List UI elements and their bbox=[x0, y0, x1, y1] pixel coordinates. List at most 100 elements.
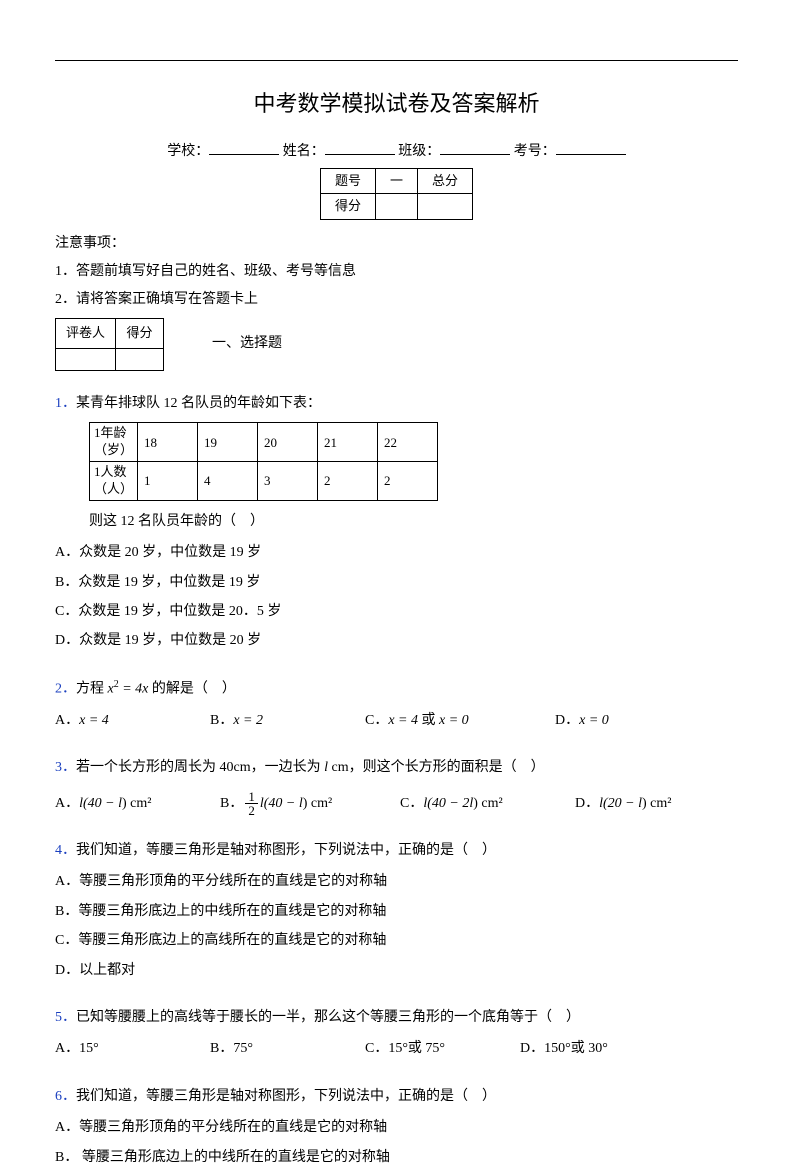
q2-number: 2． bbox=[55, 682, 76, 697]
q4-stem: 我们知道，等腰三角形是轴对称图形，下列说法中，正确的是（ ） bbox=[76, 843, 496, 858]
q2-c-a: x = 4 bbox=[388, 713, 418, 728]
school-label: 学校： bbox=[167, 144, 209, 159]
q3-b-p2: ) cm² bbox=[303, 796, 332, 811]
school-blank[interactable] bbox=[209, 139, 279, 155]
q1-t-r1c4: 20 bbox=[258, 423, 318, 462]
q3-c-p2: ) cm² bbox=[473, 796, 502, 811]
examno-label: 考号： bbox=[514, 144, 556, 159]
q4-choice-a: A．等腰三角形顶角的平分线所在的直线是它的对称轴 bbox=[55, 867, 738, 896]
q2-choice-b: B．x = 2 bbox=[210, 706, 365, 735]
q3-choice-d: D．l(20 − l) cm² bbox=[575, 789, 730, 818]
q6-choice-b: B． 等腰三角形底边上的中线所在的直线是它的对称轴 bbox=[55, 1143, 738, 1172]
score-table-wrap: 题号 一 总分 得分 bbox=[55, 168, 738, 221]
student-info-line: 学校： 姓名： 班级： 考号： bbox=[55, 139, 738, 163]
q2-a-pre: A． bbox=[55, 713, 79, 728]
grader-th-person: 评卷人 bbox=[56, 319, 116, 349]
q6-stem: 我们知道，等腰三角形是轴对称图形，下列说法中，正确的是（ ） bbox=[76, 1089, 496, 1104]
notes-block: 注意事项： 1．答题前填写好自己的姓名、班级、考号等信息 2．请将答案正确填写在… bbox=[55, 230, 738, 314]
q1-data-table: 1年龄 （岁） 18 19 20 21 22 1人数 （人） 1 4 3 2 2 bbox=[89, 422, 438, 501]
q1-t-r2c4: 3 bbox=[258, 462, 318, 501]
q3-c-p1: (40 − 2 bbox=[427, 796, 469, 811]
score-th-total: 总分 bbox=[418, 168, 473, 194]
q2-d-expr: x = 0 bbox=[579, 713, 609, 728]
q1-stem: 某青年排球队 12 名队员的年龄如下表： bbox=[76, 396, 321, 411]
q2-a-expr: x = 4 bbox=[79, 713, 109, 728]
q1-t-r2c2: 1 bbox=[138, 462, 198, 501]
q1-t-r2c1: 1人数 （人） bbox=[90, 462, 138, 501]
score-th-number: 题号 bbox=[320, 168, 375, 194]
section-1-label: 一、选择题 bbox=[212, 333, 282, 355]
q2-choice-c: C．x = 4 或 x = 0 bbox=[365, 706, 555, 735]
q1-choice-a: A．众数是 20 岁，中位数是 19 岁 bbox=[55, 538, 738, 567]
class-label: 班级： bbox=[398, 144, 440, 159]
q3-c-pre: C． bbox=[400, 796, 423, 811]
q1-t-r2c6: 2 bbox=[378, 462, 438, 501]
grader-cell-score[interactable] bbox=[116, 348, 164, 370]
name-blank[interactable] bbox=[325, 139, 395, 155]
q1-choice-d: D．众数是 19 岁，中位数是 20 岁 bbox=[55, 626, 738, 655]
q3-d-p2: ) cm² bbox=[642, 796, 671, 811]
q1-t-r1c5: 21 bbox=[318, 423, 378, 462]
q3-number: 3． bbox=[55, 760, 76, 775]
q3-stem-a: 若一个长方形的周长为 40cm，一边长为 bbox=[76, 760, 324, 775]
score-th-section1: 一 bbox=[375, 168, 417, 194]
question-5: 5．已知等腰腰上的高线等于腰长的一半，那么这个等腰三角形的一个底角等于（ ） A… bbox=[55, 1003, 738, 1064]
q3-stem-b: cm，则这个长方形的面积是（ ） bbox=[328, 760, 545, 775]
q2-d-pre: D． bbox=[555, 713, 579, 728]
q5-choice-b: B．75° bbox=[210, 1034, 365, 1063]
score-td-label: 得分 bbox=[320, 194, 375, 220]
q1-t-r1c6: 22 bbox=[378, 423, 438, 462]
q2-choice-a: A．x = 4 bbox=[55, 706, 210, 735]
q3-b-frac-n: 1 bbox=[245, 790, 258, 804]
q1-tail: 则这 12 名队员年龄的（ ） bbox=[89, 507, 738, 536]
name-label: 姓名： bbox=[283, 144, 325, 159]
question-1: 1．某青年排球队 12 名队员的年龄如下表： 1年龄 （岁） 18 19 20 … bbox=[55, 389, 738, 656]
q2-c-or: 或 bbox=[418, 713, 439, 728]
q2-c-pre: C． bbox=[365, 713, 388, 728]
grader-cell-person[interactable] bbox=[56, 348, 116, 370]
q6-choice-a: A．等腰三角形顶角的平分线所在的直线是它的对称轴 bbox=[55, 1113, 738, 1142]
question-6: 6．我们知道，等腰三角形是轴对称图形，下列说法中，正确的是（ ） A．等腰三角形… bbox=[55, 1082, 738, 1172]
question-3: 3．若一个长方形的周长为 40cm，一边长为 l cm，则这个长方形的面积是（ … bbox=[55, 753, 738, 818]
q2-choice-d: D．x = 0 bbox=[555, 706, 710, 735]
q1-t-r1c2: 18 bbox=[138, 423, 198, 462]
q2-stem-b: 的解是（ ） bbox=[148, 682, 236, 697]
q3-a-p2: ) cm² bbox=[122, 796, 151, 811]
q3-b-frac-d: 2 bbox=[245, 804, 258, 817]
score-td-total[interactable] bbox=[418, 194, 473, 220]
note-1: 1．答题前填写好自己的姓名、班级、考号等信息 bbox=[55, 258, 738, 286]
class-blank[interactable] bbox=[440, 139, 510, 155]
score-td-section1[interactable] bbox=[375, 194, 417, 220]
q4-choice-b: B．等腰三角形底边上的中线所在的直线是它的对称轴 bbox=[55, 897, 738, 926]
q1-t-r2c5: 2 bbox=[318, 462, 378, 501]
examno-blank[interactable] bbox=[556, 139, 626, 155]
q3-b-frac: 12 bbox=[245, 790, 258, 817]
q2-b-pre: B． bbox=[210, 713, 233, 728]
q3-choice-a: A．l(40 − l) cm² bbox=[55, 789, 220, 818]
q3-a-p1: (40 − bbox=[83, 796, 118, 811]
q6-number: 6． bbox=[55, 1089, 76, 1104]
question-2: 2．方程 x2 = 4x 的解是（ ） A．x = 4 B．x = 2 C．x … bbox=[55, 674, 738, 735]
q5-choice-d: D．150°或 30° bbox=[520, 1034, 675, 1063]
notes-title: 注意事项： bbox=[55, 230, 738, 258]
q5-choice-c: C．15°或 75° bbox=[365, 1034, 520, 1063]
q3-b-pre: B． bbox=[220, 796, 243, 811]
q1-choice-c: C．众数是 19 岁，中位数是 20．5 岁 bbox=[55, 597, 738, 626]
score-table: 题号 一 总分 得分 bbox=[320, 168, 473, 221]
q3-d-p1: (20 − bbox=[603, 796, 638, 811]
q1-t-r2c3: 4 bbox=[198, 462, 258, 501]
q1-number: 1． bbox=[55, 396, 76, 411]
q3-choice-c: C．l(40 − 2l) cm² bbox=[400, 789, 575, 818]
q2-c-b: x = 0 bbox=[439, 713, 469, 728]
q4-number: 4． bbox=[55, 843, 76, 858]
q1-t-r1c3: 19 bbox=[198, 423, 258, 462]
q5-stem: 已知等腰腰上的高线等于腰长的一半，那么这个等腰三角形的一个底角等于（ ） bbox=[76, 1010, 580, 1025]
grader-th-score: 得分 bbox=[116, 319, 164, 349]
q2-stem-a: 方程 bbox=[76, 682, 108, 697]
top-rule bbox=[55, 60, 738, 61]
q1-t-r1c1: 1年龄 （岁） bbox=[90, 423, 138, 462]
q2-b-expr: x = 2 bbox=[233, 713, 263, 728]
page-title: 中考数学模拟试卷及答案解析 bbox=[55, 86, 738, 121]
q4-choice-c: C．等腰三角形底边上的高线所在的直线是它的对称轴 bbox=[55, 926, 738, 955]
question-4: 4．我们知道，等腰三角形是轴对称图形，下列说法中，正确的是（ ） A．等腰三角形… bbox=[55, 836, 738, 985]
